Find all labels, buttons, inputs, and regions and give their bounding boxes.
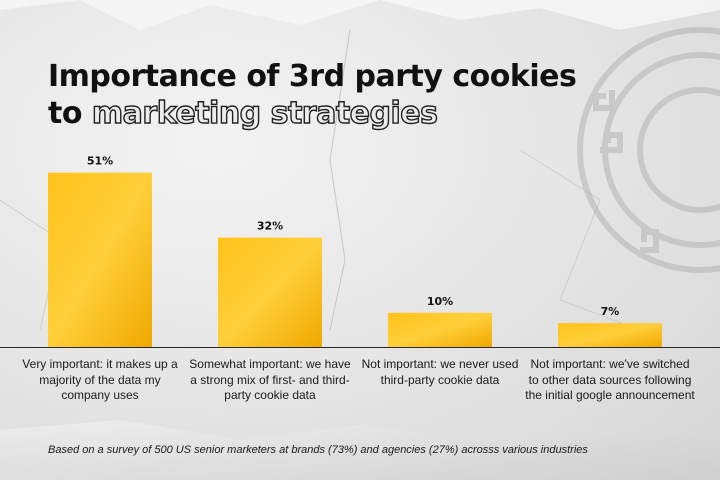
data-label-1: 32% bbox=[257, 220, 283, 233]
bar-1 bbox=[218, 237, 322, 347]
category-label-1: Somewhat important: we have a strong mix… bbox=[189, 357, 351, 402]
bar-3 bbox=[558, 323, 662, 347]
bar-0 bbox=[48, 172, 152, 347]
chart-title-line-2: to marketing strategies bbox=[48, 95, 576, 132]
category-label-2: Not important: we never used third-party… bbox=[361, 357, 519, 387]
category-label-3: Not important: we've switched to other d… bbox=[525, 357, 695, 402]
category-label-0: Very important: it makes up a majority o… bbox=[22, 357, 178, 402]
chart-title-line-1: Importance of 3rd party cookies bbox=[48, 59, 577, 94]
greek-key-ornament-icon bbox=[577, 27, 720, 273]
chart-title-plain: to bbox=[48, 96, 92, 131]
data-label-2: 10% bbox=[427, 295, 453, 308]
chart-title-outlined: marketing strategies bbox=[91, 95, 438, 131]
data-label-3: 7% bbox=[601, 305, 620, 318]
footnote: Based on a survey of 500 US senior marke… bbox=[48, 444, 588, 456]
bar-2 bbox=[388, 312, 492, 347]
data-label-0: 51% bbox=[87, 155, 113, 168]
chart-title: Importance of 3rd party cookies to marke… bbox=[48, 58, 577, 132]
